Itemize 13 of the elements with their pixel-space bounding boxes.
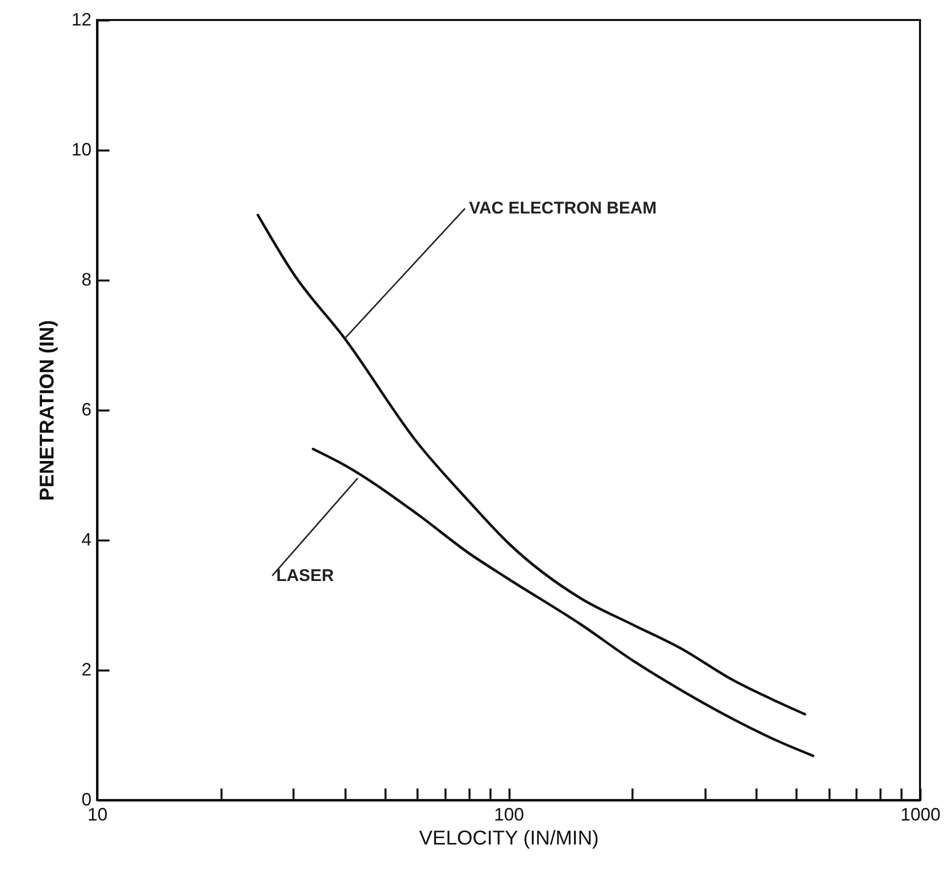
x-tick-label: 100 — [494, 804, 524, 824]
y-tick-label: 2 — [81, 660, 92, 680]
x-axis-title: VELOCITY (IN/MIN) — [419, 828, 599, 850]
annotation: LASER — [276, 566, 334, 585]
x-tick-label: 1000 — [900, 804, 941, 824]
y-tick-label: 0 — [81, 790, 92, 810]
annotation: VAC ELECTRON BEAM — [469, 198, 657, 218]
y-tick-label: 6 — [81, 400, 92, 420]
y-tick-label: 4 — [81, 530, 92, 550]
y-axis-title: PENETRATION (IN) — [36, 320, 58, 501]
y-tick-label: 8 — [81, 270, 92, 290]
y-tick-label: 12 — [71, 10, 92, 30]
y-tick-label: 10 — [71, 140, 92, 160]
